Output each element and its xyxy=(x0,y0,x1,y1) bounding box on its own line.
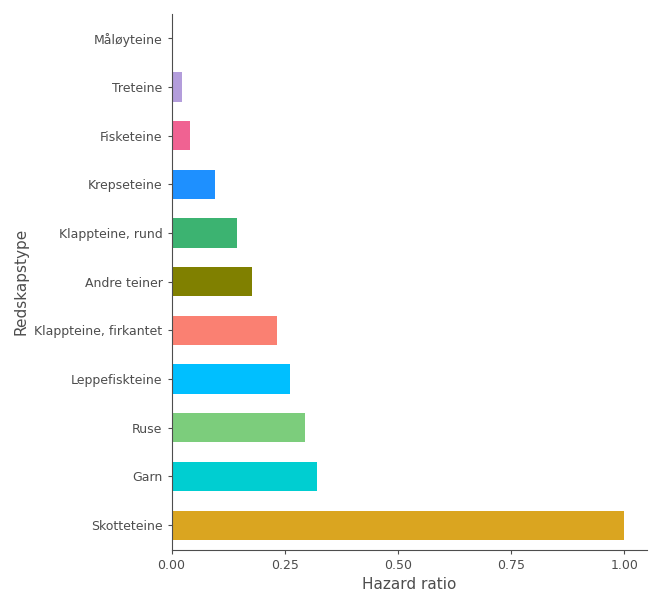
Bar xyxy=(172,267,253,296)
Bar xyxy=(172,462,317,491)
Y-axis label: Redskapstype: Redskapstype xyxy=(14,228,29,335)
X-axis label: Hazard ratio: Hazard ratio xyxy=(362,577,457,592)
Bar xyxy=(172,413,305,442)
Bar xyxy=(172,364,290,394)
Bar xyxy=(172,121,190,150)
Bar xyxy=(172,170,215,199)
Bar xyxy=(172,24,173,53)
Bar xyxy=(172,218,237,248)
Bar xyxy=(172,316,277,345)
Bar xyxy=(172,511,625,540)
Bar xyxy=(172,72,182,102)
